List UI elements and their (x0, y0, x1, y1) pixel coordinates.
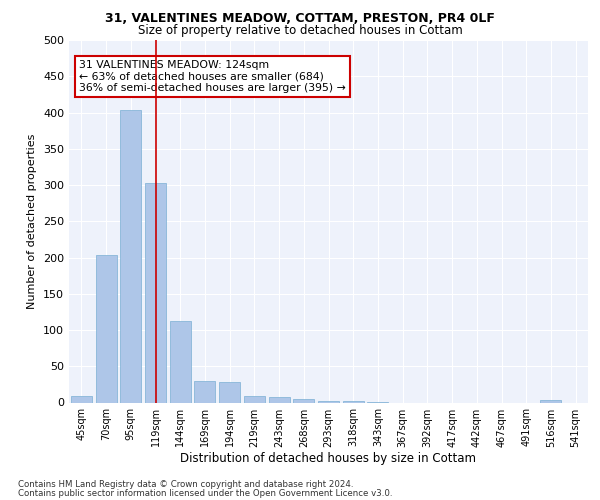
X-axis label: Distribution of detached houses by size in Cottam: Distribution of detached houses by size … (181, 452, 476, 465)
Y-axis label: Number of detached properties: Number of detached properties (28, 134, 37, 309)
Bar (318, 401, 339, 402)
Bar (219, 382, 240, 402)
Bar (293, 399, 314, 402)
Text: 31, VALENTINES MEADOW, COTTAM, PRESTON, PR4 0LF: 31, VALENTINES MEADOW, COTTAM, PRESTON, … (105, 12, 495, 26)
Bar (343, 401, 364, 402)
Bar (145, 183, 166, 402)
Bar (71, 396, 92, 402)
Text: 31 VALENTINES MEADOW: 124sqm
← 63% of detached houses are smaller (684)
36% of s: 31 VALENTINES MEADOW: 124sqm ← 63% of de… (79, 60, 346, 93)
Bar (95, 254, 116, 402)
Bar (541, 400, 562, 402)
Bar (194, 381, 215, 402)
Text: Contains HM Land Registry data © Crown copyright and database right 2024.: Contains HM Land Registry data © Crown c… (18, 480, 353, 489)
Bar (244, 396, 265, 402)
Text: Contains public sector information licensed under the Open Government Licence v3: Contains public sector information licen… (18, 488, 392, 498)
Text: Size of property relative to detached houses in Cottam: Size of property relative to detached ho… (137, 24, 463, 37)
Bar (120, 110, 141, 403)
Bar (170, 320, 191, 402)
Bar (269, 396, 290, 402)
